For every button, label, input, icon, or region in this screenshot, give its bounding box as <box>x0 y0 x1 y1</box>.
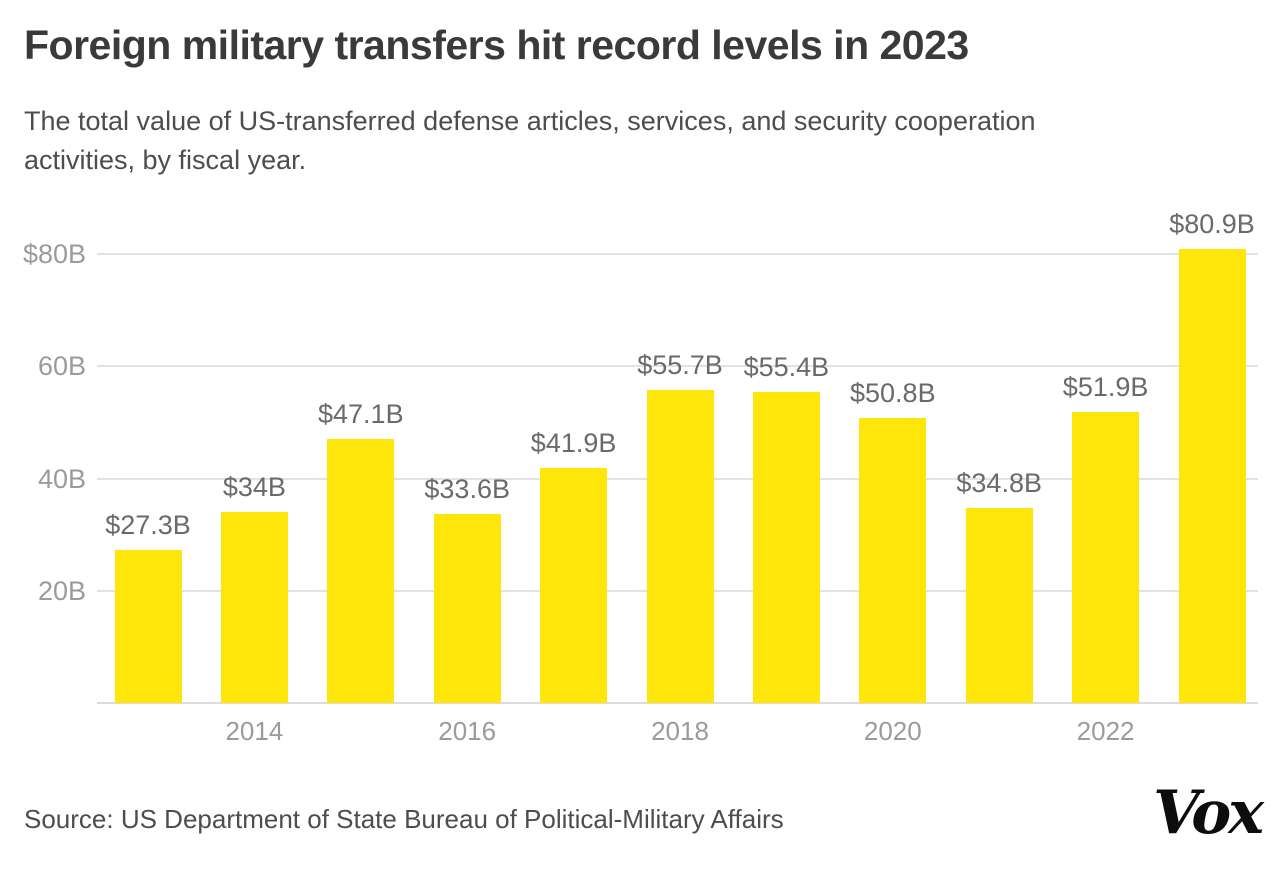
x-axis-tick-label: 2018 <box>651 716 709 746</box>
chart-subtitle-line1: The total value of US-transferred defens… <box>24 106 1036 136</box>
bar-value-label: $55.7B <box>637 350 723 381</box>
bar-value-label: $27.3B <box>105 509 191 540</box>
x-axis-tick-label: 2016 <box>438 716 497 746</box>
bar-2016 <box>433 514 501 703</box>
y-gridline <box>97 365 1258 368</box>
x-axis-tick-label: 2014 <box>225 716 284 746</box>
bar-value-label: $41.9B <box>530 427 617 458</box>
x-axis-tick-label: 2022 <box>1076 716 1135 746</box>
bar-value-label: $34B <box>222 472 286 503</box>
y-axis-tick-label: 20B <box>37 575 86 606</box>
bar-2018 <box>646 390 714 703</box>
bar-2013 <box>114 549 182 703</box>
chart-subtitle-line2: activities, by fiscal year. <box>24 145 307 175</box>
y-axis-tick-label: 40B <box>37 463 86 494</box>
x-axis-tick-label: 2020 <box>863 716 922 746</box>
bar-value-label: $55.4B <box>743 352 830 383</box>
vox-logo: Vox <box>1153 778 1264 848</box>
bar-2021 <box>965 507 1033 703</box>
bar-2015 <box>327 438 395 703</box>
y-gridline <box>97 253 1258 255</box>
bar-2023 <box>1178 248 1246 703</box>
bar-2019 <box>752 392 820 703</box>
y-axis-tick-label: 60B <box>37 351 86 382</box>
bar-value-label: $80.9B <box>1169 208 1255 239</box>
x-axis-line <box>97 702 1258 704</box>
bar-value-label: $33.6B <box>424 474 510 505</box>
chart-title: Foreign military transfers hit record le… <box>24 22 969 68</box>
bar-2022 <box>1072 411 1140 703</box>
bar-2014 <box>220 512 288 703</box>
source-credit: Source: US Department of State Bureau of… <box>24 804 784 834</box>
chart-subtitle: The total value of US-transferred defens… <box>24 102 1036 180</box>
bar-value-label: $50.8B <box>850 377 936 408</box>
y-axis-tick-label: $80B <box>22 239 86 269</box>
bar-value-label: $47.1B <box>318 398 404 429</box>
bar-value-label: $51.9B <box>1062 371 1149 402</box>
bar-2020 <box>859 417 927 703</box>
bar-2017 <box>540 467 608 703</box>
bar-value-label: $34.8B <box>956 467 1042 498</box>
